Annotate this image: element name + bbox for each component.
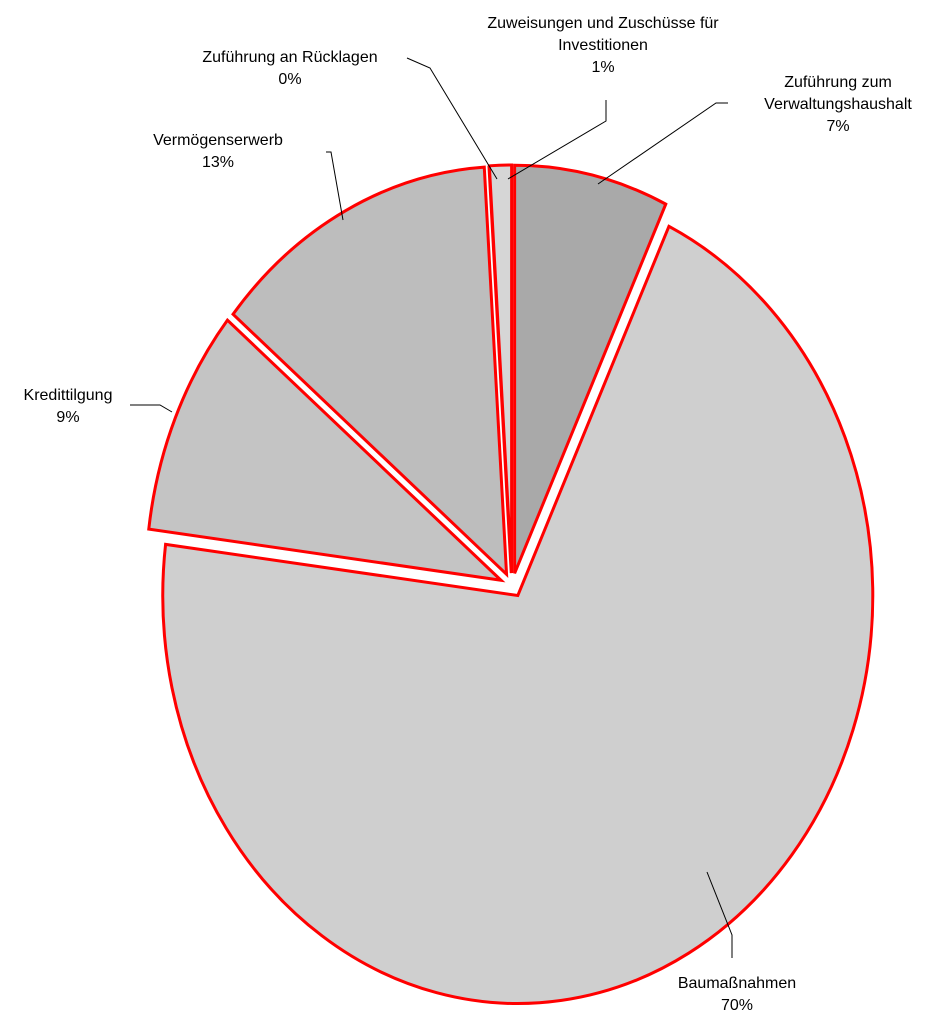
- leader-line: [597, 102, 728, 185]
- leader-line: [406, 57, 498, 180]
- pie-slice: [147, 317, 506, 583]
- value-label: 1%: [591, 59, 615, 76]
- pie-slice: [513, 163, 668, 574]
- category-label: Baumaßnahmen: [677, 975, 797, 992]
- category-label: Zuführung an Rücklagen: [202, 49, 378, 66]
- slice-label: Zuführung an Rücklagen 0%: [202, 47, 377, 91]
- slice-label: Vermögenserwerb 13%: [153, 130, 283, 174]
- leader-line: [130, 404, 173, 413]
- slice-label: Zuweisungen und Zuschüsse für Investitio…: [473, 13, 733, 79]
- slice-label: Baumaßnahmen 70%: [678, 973, 796, 1017]
- slice-label: Zuführung zum Verwaltungshaushalt 7%: [738, 72, 928, 138]
- category-label: Vermögenserwerb: [153, 132, 283, 149]
- slice-label: Kredittilgung 9%: [24, 385, 113, 429]
- value-label: 7%: [826, 118, 850, 135]
- pie-slice: [161, 224, 875, 1005]
- value-label: 0%: [278, 71, 302, 88]
- value-label: 70%: [720, 997, 754, 1014]
- leader-line: [326, 151, 344, 221]
- category-label: Zuweisungen und Zuschüsse für Investitio…: [487, 15, 719, 54]
- category-label: Zuführung zum Verwaltungshaushalt: [764, 74, 912, 113]
- leader-line: [706, 871, 733, 958]
- leader-line: [507, 100, 607, 180]
- category-label: Kredittilgung: [23, 387, 113, 404]
- pie-slice: [231, 165, 509, 578]
- value-label: 9%: [56, 409, 80, 426]
- value-label: 13%: [201, 154, 235, 171]
